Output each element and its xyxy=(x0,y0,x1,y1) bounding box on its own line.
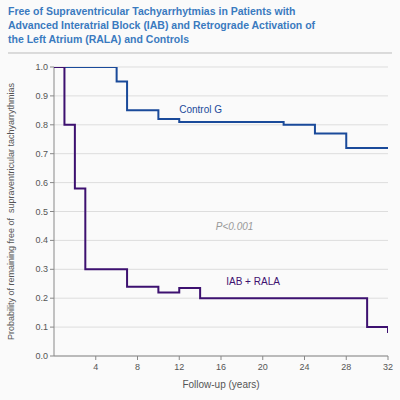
y-tick xyxy=(50,124,54,125)
x-tick-label: 4 xyxy=(93,362,98,372)
x-tick xyxy=(262,356,263,360)
x-tick xyxy=(137,356,138,360)
y-tick xyxy=(50,327,54,328)
series-label: IAB + RALA xyxy=(226,276,280,287)
grid-line xyxy=(54,327,388,328)
step-line xyxy=(54,67,388,148)
annotation: P<0.001 xyxy=(216,221,254,232)
x-tick-label: 28 xyxy=(341,362,351,372)
y-tick xyxy=(50,298,54,299)
y-tick xyxy=(50,269,54,270)
grid-line xyxy=(54,356,388,357)
grid-line xyxy=(54,95,388,96)
y-tick-label: 1.0 xyxy=(35,62,48,72)
grid-line xyxy=(54,124,388,125)
grid-line xyxy=(54,153,388,154)
x-tick xyxy=(304,356,305,360)
x-tick-label: 24 xyxy=(299,362,309,372)
x-tick xyxy=(388,356,389,360)
plot-area xyxy=(54,67,388,333)
title: the Left Atrium (RALA) and Controls xyxy=(8,33,189,45)
title: Free of Supraventricular Tachyarrhytmias… xyxy=(8,5,295,17)
y-tick-label: 0.3 xyxy=(35,264,48,274)
x-tick-label: 12 xyxy=(174,362,184,372)
y-tick xyxy=(50,67,54,68)
y-tick-label: 0.4 xyxy=(35,235,48,245)
y-tick-label: 0.2 xyxy=(35,293,48,303)
chart: Free of Supraventricular Tachyarrhytmias… xyxy=(0,0,400,400)
y-tick-label: 0.9 xyxy=(35,91,48,101)
x-axis-label: Follow-up (years) xyxy=(182,379,259,390)
y-tick-label: 0.0 xyxy=(35,351,48,361)
series-label: Control G xyxy=(179,104,222,115)
grid-line xyxy=(54,211,388,212)
x-tick-label: 32 xyxy=(383,362,393,372)
y-tick-label: 0.7 xyxy=(35,149,48,159)
x-tick xyxy=(179,356,180,360)
x-tick-label: 16 xyxy=(216,362,226,372)
x-tick-label: 20 xyxy=(258,362,268,372)
y-tick xyxy=(50,153,54,154)
x-tick xyxy=(221,356,222,360)
y-tick xyxy=(50,182,54,183)
x-tick xyxy=(95,356,96,360)
x-tick xyxy=(346,356,347,360)
y-tick-label: 0.5 xyxy=(35,207,48,217)
y-axis-label: Probability of remaining free of suprave… xyxy=(6,82,16,340)
x-tick-label: 8 xyxy=(135,362,140,372)
y-axis xyxy=(54,67,55,356)
y-tick xyxy=(50,211,54,212)
grid-line xyxy=(54,182,388,183)
x-axis xyxy=(54,356,388,357)
step-line xyxy=(54,67,388,333)
y-tick xyxy=(50,240,54,241)
y-tick-label: 0.1 xyxy=(35,322,48,332)
y-tick-label: 0.8 xyxy=(35,120,48,130)
separator xyxy=(8,53,392,54)
y-tick xyxy=(50,356,54,357)
y-tick-label: 0.6 xyxy=(35,178,48,188)
title: Advanced Interatrial Block (IAB) and Ret… xyxy=(8,19,316,31)
y-tick xyxy=(50,95,54,96)
grid-line xyxy=(54,240,388,241)
